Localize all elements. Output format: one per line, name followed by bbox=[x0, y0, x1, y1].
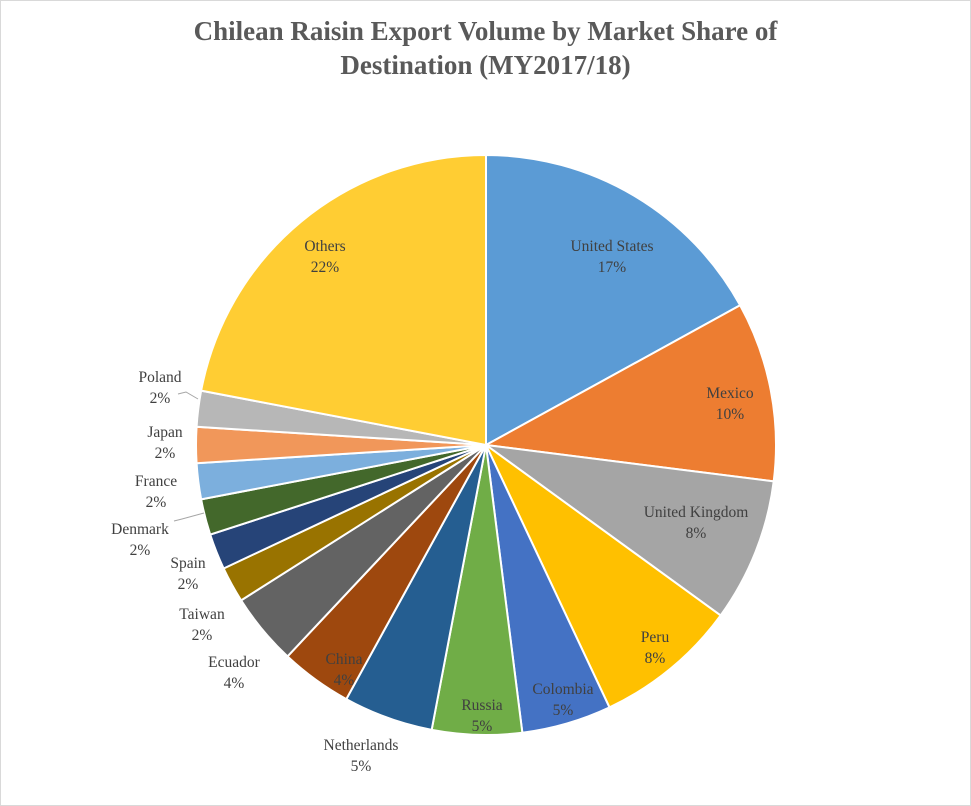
slice-value-united-states: 17% bbox=[598, 259, 627, 276]
slice-label-denmark: Denmark bbox=[111, 521, 169, 538]
slice-value-colombia: 5% bbox=[553, 702, 574, 719]
slice-value-russia: 5% bbox=[472, 718, 493, 735]
slice-label-peru: Peru bbox=[641, 629, 670, 646]
slice-label-others: Others bbox=[304, 238, 345, 255]
slice-label-netherlands: Netherlands bbox=[324, 737, 399, 754]
leader-line-poland bbox=[177, 391, 199, 400]
slice-label-colombia: Colombia bbox=[532, 681, 593, 698]
slice-value-poland: 2% bbox=[150, 390, 171, 407]
slice-value-france: 2% bbox=[146, 494, 167, 511]
slice-value-netherlands: 5% bbox=[351, 758, 372, 775]
slice-value-denmark: 2% bbox=[130, 542, 151, 559]
slice-label-russia: Russia bbox=[461, 697, 502, 714]
slice-value-china: 4% bbox=[334, 672, 355, 689]
pie-slice-united-states bbox=[485, 153, 742, 447]
pie-slice-united-kingdom bbox=[485, 444, 775, 617]
slice-label-mexico: Mexico bbox=[706, 385, 754, 402]
slice-value-united-kingdom: 8% bbox=[686, 525, 707, 542]
chart-title-line-2: Destination (MY2017/18) bbox=[340, 50, 631, 80]
slice-label-france: France bbox=[135, 473, 177, 490]
chart-title-line-1: Chilean Raisin Export Volume by Market S… bbox=[193, 16, 778, 46]
slice-label-united-kingdom: United Kingdom bbox=[644, 504, 749, 521]
pie-slice-others bbox=[199, 153, 487, 447]
pie-slice-peru bbox=[485, 444, 723, 709]
leader-line-denmark bbox=[173, 512, 205, 522]
slice-label-ecuador: Ecuador bbox=[208, 654, 260, 671]
slice-value-japan: 2% bbox=[155, 445, 176, 462]
chart-title: Chilean Raisin Export Volume by Market S… bbox=[0, 14, 971, 82]
slice-label-taiwan: Taiwan bbox=[179, 606, 225, 623]
slice-value-ecuador: 4% bbox=[224, 675, 245, 692]
slice-label-china: China bbox=[325, 651, 362, 668]
slice-value-taiwan: 2% bbox=[192, 627, 213, 644]
slice-label-poland: Poland bbox=[138, 369, 181, 386]
slice-value-spain: 2% bbox=[178, 576, 199, 593]
slice-label-spain: Spain bbox=[170, 555, 206, 572]
slice-value-mexico: 10% bbox=[716, 406, 745, 423]
slice-value-others: 22% bbox=[311, 259, 340, 276]
slice-value-peru: 8% bbox=[645, 650, 666, 667]
slice-label-united-states: United States bbox=[570, 238, 653, 255]
pie-slice-mexico bbox=[482, 303, 777, 483]
slice-label-japan: Japan bbox=[147, 424, 183, 441]
